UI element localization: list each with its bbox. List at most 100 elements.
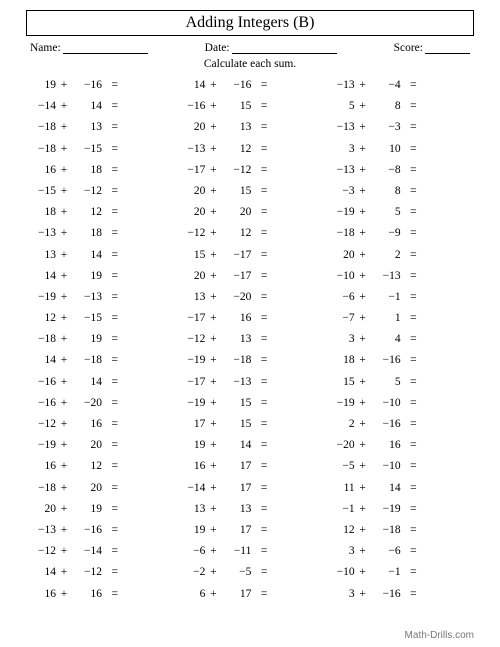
plus-sign: + [205, 350, 221, 371]
problem-row: −2+−5= [175, 562, 324, 583]
operand-a: −16 [26, 393, 56, 414]
operand-b: 19 [72, 329, 102, 350]
plus-sign: + [355, 478, 371, 499]
plus-sign: + [355, 393, 371, 414]
equals-sign: = [102, 117, 120, 138]
problem-row: 13+−20= [175, 287, 324, 308]
equals-sign: = [102, 520, 120, 541]
operand-b: 2 [371, 245, 401, 266]
operand-a: −18 [26, 139, 56, 160]
problem-row: −19+−10= [325, 393, 474, 414]
plus-sign: + [56, 584, 72, 605]
operand-a: 16 [26, 160, 56, 181]
equals-sign: = [401, 584, 419, 605]
equals-sign: = [102, 96, 120, 117]
operand-a: 20 [26, 499, 56, 520]
problem-row: 5+8= [325, 96, 474, 117]
operand-b: 16 [72, 414, 102, 435]
operand-b: 15 [221, 414, 251, 435]
equals-sign: = [401, 435, 419, 456]
operand-b: −12 [72, 181, 102, 202]
problem-row: −7+1= [325, 308, 474, 329]
problem-row: −18+13= [26, 117, 175, 138]
operand-b: −18 [221, 350, 251, 371]
operand-b: 19 [72, 499, 102, 520]
operand-a: 19 [175, 435, 205, 456]
operand-a: −6 [175, 541, 205, 562]
equals-sign: = [401, 96, 419, 117]
plus-sign: + [205, 223, 221, 244]
operand-b: −16 [371, 414, 401, 435]
equals-sign: = [251, 350, 269, 371]
equals-sign: = [251, 456, 269, 477]
equals-sign: = [251, 372, 269, 393]
equals-sign: = [401, 414, 419, 435]
plus-sign: + [355, 414, 371, 435]
date-line[interactable] [232, 43, 337, 54]
operand-b: 5 [371, 202, 401, 223]
operand-a: −16 [26, 372, 56, 393]
plus-sign: + [56, 520, 72, 541]
problem-row: −10+−13= [325, 266, 474, 287]
name-line[interactable] [63, 43, 148, 54]
operand-b: 15 [221, 181, 251, 202]
operand-b: 12 [221, 223, 251, 244]
operand-b: −8 [371, 160, 401, 181]
date-label: Date: [205, 42, 230, 54]
operand-b: 17 [221, 478, 251, 499]
operand-b: 12 [72, 202, 102, 223]
plus-sign: + [355, 181, 371, 202]
operand-a: 13 [175, 499, 205, 520]
problem-row: −14+17= [175, 478, 324, 499]
operand-b: −1 [371, 562, 401, 583]
operand-b: 15 [221, 96, 251, 117]
operand-a: 15 [175, 245, 205, 266]
problem-row: 19+14= [175, 435, 324, 456]
operand-a: −13 [325, 117, 355, 138]
plus-sign: + [355, 96, 371, 117]
problem-row: −13+−3= [325, 117, 474, 138]
page-title: Adding Integers (B) [26, 10, 474, 36]
equals-sign: = [102, 541, 120, 562]
problem-row: 15+−17= [175, 245, 324, 266]
plus-sign: + [56, 75, 72, 96]
operand-a: −13 [325, 160, 355, 181]
operand-a: 20 [175, 117, 205, 138]
operand-b: −15 [72, 308, 102, 329]
equals-sign: = [102, 308, 120, 329]
plus-sign: + [355, 456, 371, 477]
operand-b: −17 [221, 266, 251, 287]
score-line[interactable] [425, 43, 470, 54]
operand-a: −18 [26, 329, 56, 350]
operand-b: −13 [72, 287, 102, 308]
problem-row: 19+17= [175, 520, 324, 541]
plus-sign: + [56, 266, 72, 287]
problem-row: 3+4= [325, 329, 474, 350]
plus-sign: + [355, 308, 371, 329]
problem-row: 14+−18= [26, 350, 175, 371]
equals-sign: = [251, 202, 269, 223]
operand-b: 17 [221, 456, 251, 477]
operand-b: 14 [371, 478, 401, 499]
equals-sign: = [102, 478, 120, 499]
plus-sign: + [205, 329, 221, 350]
equals-sign: = [102, 329, 120, 350]
equals-sign: = [102, 584, 120, 605]
plus-sign: + [355, 499, 371, 520]
operand-a: −13 [175, 139, 205, 160]
operand-b: 20 [72, 478, 102, 499]
plus-sign: + [56, 223, 72, 244]
problem-row: 16+16= [26, 584, 175, 605]
plus-sign: + [56, 478, 72, 499]
operand-a: −17 [175, 308, 205, 329]
operand-b: −18 [72, 350, 102, 371]
equals-sign: = [251, 499, 269, 520]
operand-a: 19 [175, 520, 205, 541]
equals-sign: = [102, 456, 120, 477]
plus-sign: + [355, 520, 371, 541]
operand-a: −3 [325, 181, 355, 202]
equals-sign: = [401, 456, 419, 477]
equals-sign: = [401, 520, 419, 541]
problem-row: −19+5= [325, 202, 474, 223]
plus-sign: + [355, 223, 371, 244]
